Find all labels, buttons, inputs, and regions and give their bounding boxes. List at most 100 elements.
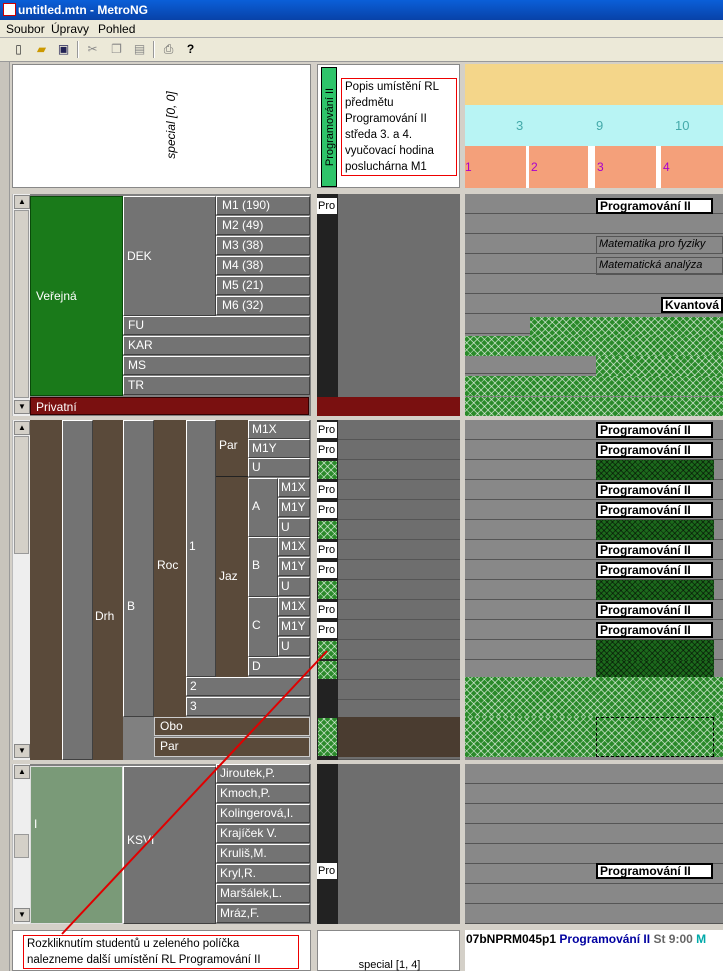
teacher-row[interactable]: Kruliš,M. xyxy=(216,844,310,863)
obo-cell[interactable]: Obo xyxy=(154,717,310,736)
event-programovani[interactable]: Programování II xyxy=(596,198,713,214)
event-programovani[interactable]: Programování II xyxy=(596,622,713,638)
green-cell[interactable] xyxy=(318,461,337,479)
menu-upravy[interactable]: Úpravy xyxy=(51,22,90,36)
scroll-thumb[interactable] xyxy=(14,436,29,554)
dept-ms-cell[interactable]: MS xyxy=(123,356,310,375)
mini-event[interactable]: Pro xyxy=(317,542,337,558)
year-2-cell[interactable]: 2 xyxy=(186,677,310,696)
sub-row[interactable]: M1Y xyxy=(278,498,310,517)
mini-event[interactable]: Pro xyxy=(317,622,337,638)
mini-event[interactable]: Pro xyxy=(317,602,337,618)
room-5-cell[interactable]: M5 (21) xyxy=(216,276,310,295)
par-row-2[interactable]: M1Y xyxy=(248,439,310,458)
par-cell[interactable]: Par xyxy=(216,420,248,477)
mini-event[interactable]: Pro xyxy=(317,442,337,458)
dept-kar-cell[interactable]: KAR xyxy=(123,336,310,355)
jaz-cell[interactable]: Jaz xyxy=(216,477,248,677)
mini-event[interactable]: Pro xyxy=(317,422,337,438)
roc-cell[interactable]: Roc xyxy=(154,420,186,717)
teacher-row[interactable]: Kmoch,P. xyxy=(216,784,310,803)
block-ms[interactable] xyxy=(596,356,723,376)
sub-row[interactable]: M1X xyxy=(278,597,310,616)
green-cell[interactable] xyxy=(318,641,337,659)
green-cell[interactable] xyxy=(318,521,337,539)
print-icon[interactable]: ⎙ xyxy=(163,42,174,56)
mini-event[interactable]: Pro xyxy=(317,482,337,498)
mini-event[interactable]: Pro xyxy=(317,198,337,214)
sub-row[interactable]: M1X xyxy=(278,537,310,556)
scroll-thumb[interactable] xyxy=(14,210,29,398)
room-4-cell[interactable]: M4 (38) xyxy=(216,256,310,275)
sub-row[interactable]: M1X xyxy=(278,478,310,497)
green-cell[interactable] xyxy=(318,718,337,756)
green-block[interactable] xyxy=(596,580,714,600)
teacher-row[interactable]: Maršálek,L. xyxy=(216,884,310,903)
event-programovani[interactable]: Programování II xyxy=(596,863,713,879)
par-row-3[interactable]: U xyxy=(248,458,310,477)
mini-event[interactable]: Pro xyxy=(317,502,337,518)
save-icon[interactable]: ▣ xyxy=(57,42,70,56)
room-3-cell[interactable]: M3 (38) xyxy=(216,236,310,255)
a-cell[interactable]: A xyxy=(248,478,278,537)
dek-cell[interactable]: DEK xyxy=(123,196,216,316)
scrollbar[interactable]: ▲ ▼ xyxy=(12,194,30,416)
d-cell[interactable]: D xyxy=(248,657,310,676)
c-cell[interactable]: C xyxy=(248,597,278,657)
sub-row[interactable]: M1Y xyxy=(278,557,310,576)
event-programovani[interactable]: Programování II xyxy=(596,562,713,578)
menu-pohled[interactable]: Pohled xyxy=(98,22,136,36)
sub-row[interactable]: U xyxy=(278,518,310,537)
open-icon[interactable]: ▰ xyxy=(36,42,47,56)
teacher-row[interactable]: Mráz,F. xyxy=(216,904,310,923)
teacher-row[interactable]: Kryl,R. xyxy=(216,864,310,883)
teacher-row[interactable]: Kolingerová,I. xyxy=(216,804,310,823)
b-cell[interactable]: B xyxy=(123,420,154,717)
scroll-thumb[interactable] xyxy=(14,834,29,858)
event-programovani[interactable]: Programování II xyxy=(596,602,713,618)
scrollbar[interactable]: ▲ ▼ xyxy=(12,764,30,924)
paste-icon[interactable]: ▤ xyxy=(133,42,146,56)
help-icon[interactable]: ? xyxy=(186,42,195,56)
block-fu[interactable] xyxy=(530,317,723,336)
event-programovani[interactable]: Programování II xyxy=(596,422,713,438)
sub-row[interactable]: M1Y xyxy=(278,617,310,636)
scroll-up-icon[interactable]: ▲ xyxy=(14,765,30,779)
menu-soubor[interactable]: Soubor xyxy=(6,22,45,36)
privatni-cell[interactable]: Privatní xyxy=(30,397,309,415)
drh-cell[interactable]: Drh xyxy=(93,420,123,760)
dept-fu-cell[interactable]: FU xyxy=(123,316,310,335)
one-cell[interactable]: 1 xyxy=(186,420,216,677)
event-programovani[interactable]: Programování II xyxy=(596,542,713,558)
scroll-up-icon[interactable]: ▲ xyxy=(14,195,30,209)
room-2-cell[interactable]: M2 (49) xyxy=(216,216,310,235)
room-1-cell[interactable]: M1 (190) xyxy=(216,196,310,215)
par2-cell[interactable]: Par xyxy=(154,737,310,757)
b2-cell[interactable]: B xyxy=(248,537,278,597)
event-programovani[interactable]: Programování II xyxy=(596,442,713,458)
teacher-row[interactable]: Jiroutek,P. xyxy=(216,764,310,783)
block-privatni[interactable] xyxy=(465,397,723,416)
cut-icon[interactable]: ✂ xyxy=(87,42,98,56)
dept-tr-cell[interactable]: TR xyxy=(123,376,310,395)
event-programovani[interactable]: Programování II xyxy=(596,482,713,498)
sub-row[interactable]: U xyxy=(278,637,310,656)
block-tr[interactable] xyxy=(465,376,723,396)
block-kar[interactable] xyxy=(465,336,723,356)
scroll-down-icon[interactable]: ▼ xyxy=(14,908,30,922)
scroll-down-icon[interactable]: ▼ xyxy=(14,400,30,414)
room-6-cell[interactable]: M6 (32) xyxy=(216,296,310,315)
teacher-row[interactable]: Krajíček V. xyxy=(216,824,310,843)
green-block[interactable] xyxy=(596,640,714,660)
scrollbar[interactable]: ▲ ▼ xyxy=(12,420,30,760)
scroll-down-icon[interactable]: ▼ xyxy=(14,744,30,758)
block-years[interactable] xyxy=(465,677,723,717)
i-cell[interactable]: I xyxy=(30,766,123,924)
par-row-1[interactable]: M1X xyxy=(248,420,310,439)
new-icon[interactable]: ▯ xyxy=(15,42,22,56)
green-cell[interactable] xyxy=(318,581,337,599)
event-matematicka-analyza[interactable]: Matematická analýza xyxy=(596,257,723,275)
year-3-cell[interactable]: 3 xyxy=(186,697,310,716)
event-kvantova[interactable]: Kvantová xyxy=(661,297,723,313)
ksvi-cell[interactable]: KSVI xyxy=(123,766,216,924)
